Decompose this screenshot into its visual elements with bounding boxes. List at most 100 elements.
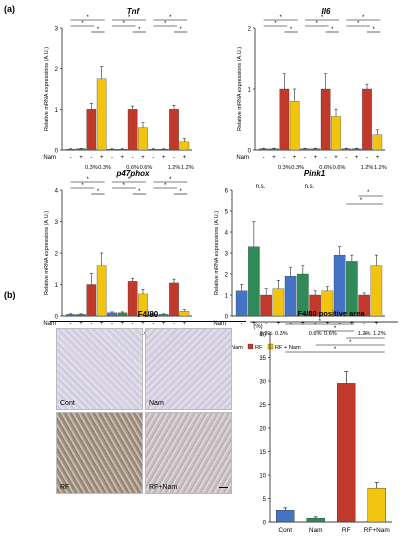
nam-sign-0-11: +	[183, 155, 187, 161]
sig-star-2: *	[81, 183, 84, 189]
panel-b-label: (b)	[4, 290, 16, 300]
bar-0-8	[148, 149, 159, 151]
nam-sign-1-5: +	[314, 155, 318, 161]
bar-3-8	[333, 254, 346, 317]
y-axis-label-0: Relative mRNA expressions (A.U.)	[44, 47, 50, 131]
y-tick-label-3: 1	[225, 294, 229, 300]
dose-label-1: 1.2%	[361, 165, 374, 171]
legend-swatch-2	[247, 343, 254, 350]
micrograph-rf: RF	[56, 412, 143, 494]
bar-2-3	[96, 265, 107, 317]
nam-row-label-1: Nam	[236, 155, 249, 161]
y-tick-label-2: 1	[55, 283, 59, 289]
area-y-tick-label: 25	[259, 403, 266, 409]
area-category-label-1: Nam	[309, 527, 323, 534]
y-tick-label-3: 3	[225, 252, 229, 258]
sig-star-3: *	[367, 190, 370, 196]
nam-row-label-2: Nam	[43, 321, 56, 327]
nam-sign-3-2: -	[265, 321, 267, 327]
area-category-label-3: RF+Nam	[364, 527, 390, 534]
dose-label-1: 0.3%	[278, 165, 291, 171]
dose-label-0: 1.2%	[168, 165, 181, 171]
area-sig-star-4: *	[334, 347, 337, 353]
nam-sign-3-0: -	[241, 321, 243, 327]
y-tick-label-2: 4	[55, 189, 59, 195]
nam-sign-2-3: +	[100, 321, 104, 327]
nam-sign-1-3: +	[293, 155, 297, 161]
sig-star-1: *	[279, 15, 282, 21]
legend-swatch-3	[267, 343, 274, 350]
bar-3-11	[370, 265, 383, 317]
y-axis-label-3: Relative mRNA expressions (A.U.)	[214, 211, 220, 295]
scale-bar	[219, 486, 228, 488]
sig-star-2: *	[97, 189, 100, 195]
sig-star-0: *	[128, 15, 131, 21]
nam-sign-2-2: -	[90, 321, 92, 327]
dose-label-3: 0.6%	[309, 331, 322, 337]
micrograph-label-rf-nam: RF+Nam	[149, 484, 178, 491]
y-tick-label-1: 2	[248, 27, 252, 33]
bar-0-6	[127, 109, 138, 151]
nam-sign-1-9: +	[355, 155, 359, 161]
nam-sign-2-1: +	[79, 321, 83, 327]
area-bar-3	[367, 487, 386, 523]
y-tick-label-2: 0	[55, 315, 59, 321]
nam-sign-0-7: +	[141, 155, 145, 161]
dose-label-0: 0.6%	[140, 165, 153, 171]
sig-star-1: *	[372, 27, 375, 33]
nam-sign-1-2: -	[283, 155, 285, 161]
nam-sign-3-10: -	[363, 321, 365, 327]
bar-1-3	[289, 101, 300, 151]
bar-0-7	[138, 127, 148, 151]
y-tick-label-3: 2	[225, 273, 229, 279]
area-y-tick-label: 30	[259, 380, 266, 386]
bar-3-9	[346, 261, 358, 317]
dose-label-3: 1.2%	[358, 331, 371, 337]
bar-0-5	[117, 149, 128, 151]
y-tick-label-1: 1	[248, 88, 252, 94]
sig-star-1: *	[357, 21, 360, 27]
sig-star-1: *	[321, 15, 324, 21]
area-sig-star-3: *	[349, 340, 352, 346]
bar-3-4	[284, 275, 297, 317]
nam-sign-0-2: -	[90, 155, 92, 161]
sig-star-2: *	[123, 183, 126, 189]
nam-sign-2-10: -	[173, 321, 175, 327]
chart-title-0: Tnf	[127, 7, 141, 16]
bar-1-8	[341, 148, 352, 151]
chart-title-1: Il6	[322, 7, 331, 16]
bar-3-1	[248, 246, 260, 317]
nam-sign-0-9: +	[162, 155, 166, 161]
bar-1-11	[372, 134, 383, 151]
y-tick-label-0: 2	[55, 67, 59, 73]
sig-star-1: *	[316, 21, 319, 27]
bar-3-0	[235, 290, 248, 317]
sig-star-2: *	[169, 177, 172, 183]
sig-star-0: *	[169, 15, 172, 21]
chart-title-2: p47phox	[116, 169, 150, 178]
bar-1-5	[310, 148, 321, 151]
dose-label-3: 0.3%	[260, 331, 273, 337]
nam-sign-1-7: +	[334, 155, 338, 161]
y-tick-label-0: 3	[55, 27, 59, 33]
bar-0-1	[76, 148, 86, 151]
sig-star-2: *	[164, 183, 167, 189]
nam-sign-2-7: +	[141, 321, 145, 327]
ns-label-3: n.s.	[256, 184, 266, 190]
sig-star-0: *	[138, 27, 141, 33]
y-tick-label-3: 4	[225, 231, 229, 237]
nam-sign-1-8: -	[345, 155, 347, 161]
y-tick-label-0: 0	[55, 149, 59, 155]
panel-a-label: (a)	[4, 4, 15, 14]
bar-0-0	[65, 149, 76, 151]
y-tick-label-3: 0	[225, 315, 229, 321]
bar-0-3	[96, 78, 107, 151]
bar-1-10	[362, 88, 372, 151]
nam-sign-2-4: -	[111, 321, 113, 327]
bar-1-1	[269, 148, 279, 151]
nam-sign-1-11: +	[376, 155, 380, 161]
nam-sign-1-4: -	[304, 155, 306, 161]
nam-row-label-0: Nam	[43, 155, 56, 161]
nam-sign-2-11: +	[183, 321, 187, 327]
legend-label-3: RF + Nam	[275, 345, 301, 351]
